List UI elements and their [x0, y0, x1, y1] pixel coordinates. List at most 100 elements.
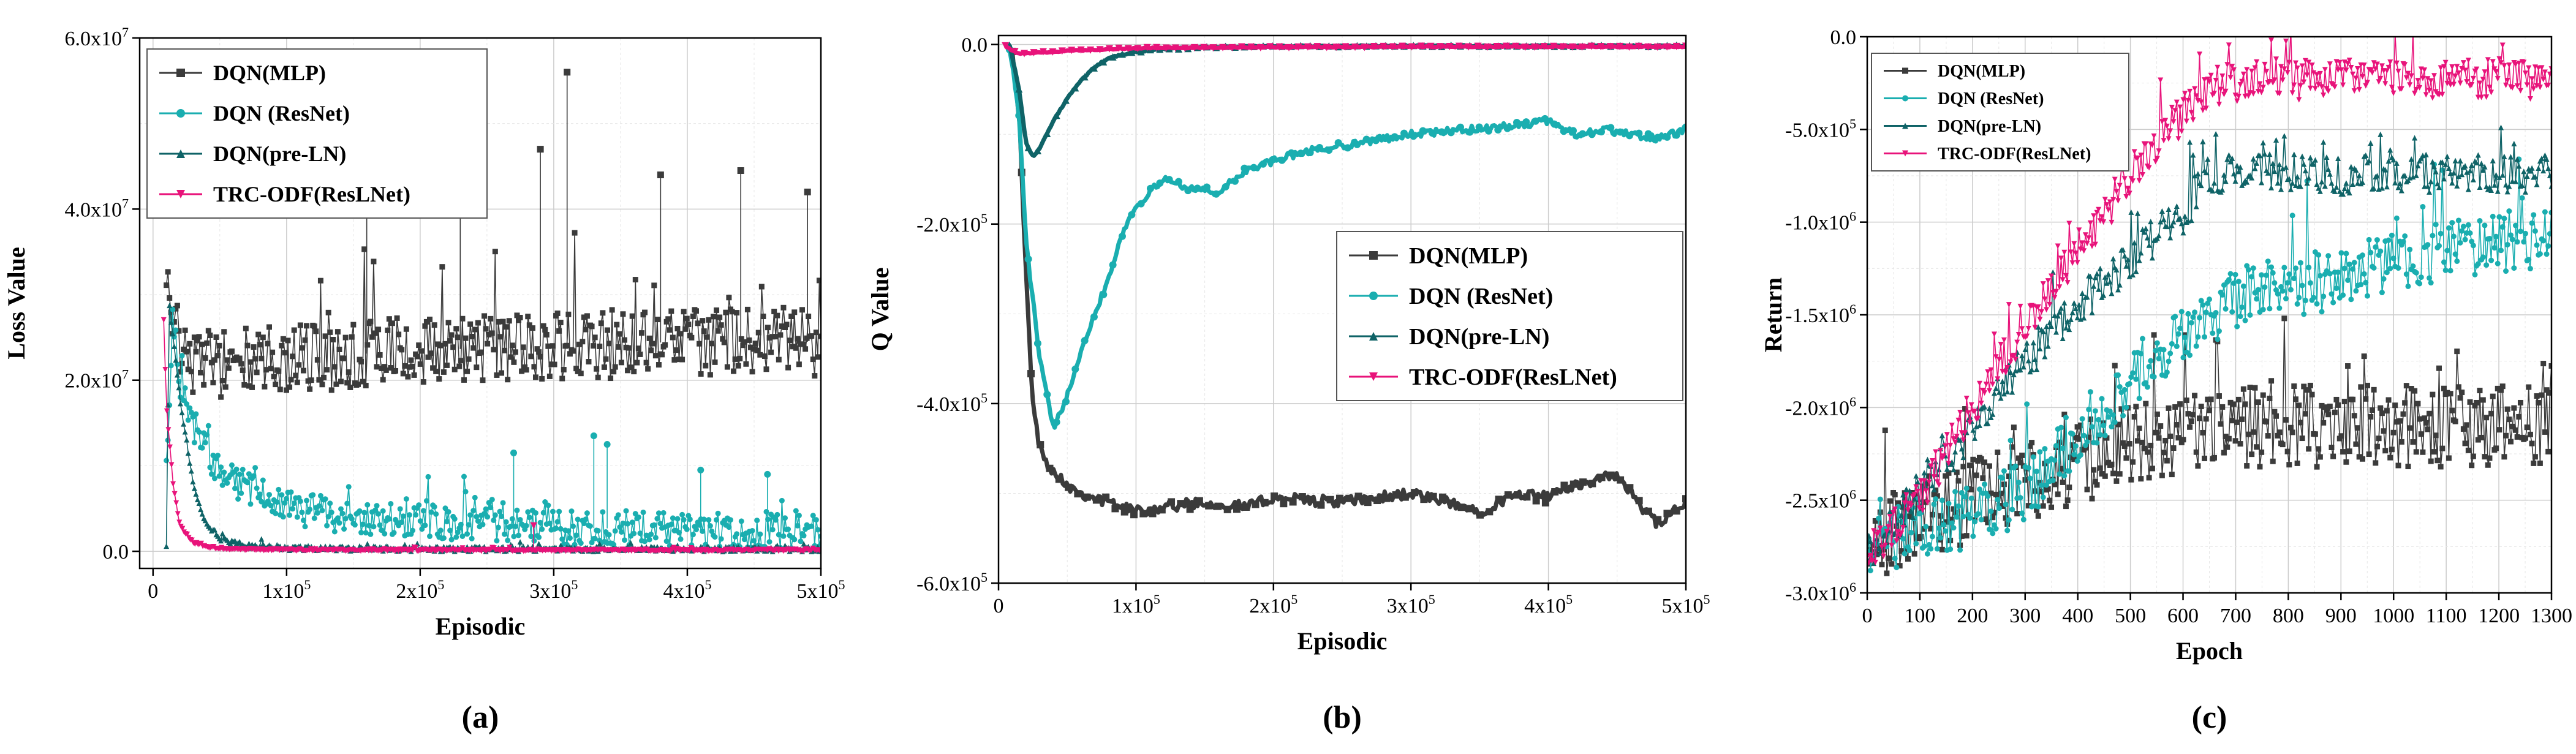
legend-marker	[1902, 67, 1908, 74]
series-point	[2164, 123, 2170, 129]
series-point	[2126, 190, 2132, 197]
series-point	[2393, 419, 2400, 425]
series-point	[1550, 42, 1558, 50]
series-point	[475, 518, 481, 524]
series-point	[2369, 70, 2375, 76]
series-point	[2499, 383, 2506, 390]
series-point	[1334, 139, 1342, 147]
series-point	[2257, 153, 2263, 159]
series-point	[2410, 30, 2415, 36]
series-point	[1886, 555, 1892, 561]
series-point	[2161, 216, 2167, 222]
series-point	[2115, 287, 2121, 293]
series-point	[663, 538, 670, 545]
series-point	[1438, 493, 1446, 501]
series-point	[2457, 80, 2463, 86]
series-point	[1071, 365, 1079, 373]
series-point	[1962, 430, 1968, 436]
series-point	[618, 360, 624, 366]
series-point	[2531, 212, 2537, 218]
series-point	[1096, 46, 1104, 54]
series-point	[2192, 393, 2198, 399]
series-point	[2068, 454, 2074, 461]
series-point	[642, 538, 648, 545]
series-point	[2099, 471, 2105, 477]
series-point	[1030, 49, 1038, 57]
series-point	[324, 367, 330, 373]
series-point	[1081, 337, 1089, 345]
series-point	[1058, 47, 1066, 55]
series-point	[440, 369, 447, 375]
series-point	[2449, 179, 2455, 186]
series-point	[2247, 312, 2253, 318]
series-point	[1446, 42, 1454, 50]
series-point	[1137, 200, 1145, 208]
series-point	[181, 398, 187, 404]
series-point	[1115, 44, 1123, 52]
series-point	[1923, 483, 1929, 489]
series-point	[2390, 90, 2397, 96]
x-tick-label: 1x105	[1112, 592, 1160, 617]
series-point	[2182, 213, 2188, 219]
series-point	[2170, 119, 2177, 125]
series-point	[804, 335, 810, 341]
series-point	[2219, 74, 2226, 80]
series-point	[1903, 486, 1909, 492]
series-point	[1963, 485, 1970, 491]
series-point	[2254, 296, 2260, 302]
series-point	[2230, 67, 2237, 73]
series-point	[1928, 463, 1934, 469]
series-point	[294, 514, 300, 520]
series-point	[2369, 407, 2375, 413]
series-point	[2455, 384, 2461, 390]
series-point	[1958, 533, 1965, 539]
series-point	[2501, 153, 2507, 159]
y-tick-label: -1.0x106	[1785, 209, 1856, 235]
series-point	[776, 532, 782, 538]
series-point	[626, 345, 632, 351]
series-point	[2395, 69, 2401, 75]
series-point	[355, 381, 361, 387]
series-point	[1988, 490, 1994, 496]
series-point	[2257, 81, 2263, 87]
series-point	[2316, 446, 2322, 452]
series-point	[2198, 183, 2204, 189]
series-point	[2276, 91, 2283, 97]
series-point	[1998, 342, 2004, 348]
series-point	[2415, 162, 2421, 168]
series-point	[2159, 119, 2165, 125]
series-point	[2287, 424, 2294, 431]
series-point	[785, 364, 791, 371]
series-point	[689, 334, 695, 341]
series-point	[2022, 347, 2028, 353]
series-point	[1514, 491, 1522, 499]
series-point	[2545, 448, 2551, 454]
series-point	[2371, 265, 2377, 271]
series-point	[2450, 170, 2457, 176]
series-point	[440, 535, 447, 541]
series-point	[2306, 446, 2312, 452]
legend-label: DQN (ResNet)	[1938, 89, 2044, 108]
series-point	[670, 515, 676, 521]
series-point	[2431, 449, 2438, 455]
series-point	[187, 341, 193, 347]
series-point	[1682, 42, 1686, 50]
series-point	[2047, 319, 2053, 325]
series-point	[316, 377, 322, 383]
series-point	[1467, 505, 1475, 513]
series-point	[2086, 434, 2092, 440]
series-point	[327, 329, 333, 335]
series-point	[1308, 496, 1316, 503]
x-tick-label: 600	[2167, 605, 2199, 627]
series-point	[1392, 491, 1400, 499]
series-point	[709, 341, 715, 347]
series-point	[2439, 91, 2446, 97]
series-point	[2229, 418, 2235, 424]
series-point	[1985, 493, 1991, 499]
series-point	[2086, 407, 2092, 413]
series-point	[2167, 128, 2174, 134]
series-point	[2178, 439, 2185, 445]
series-point	[178, 369, 184, 375]
series-point	[1634, 42, 1642, 50]
series-point	[382, 364, 388, 370]
